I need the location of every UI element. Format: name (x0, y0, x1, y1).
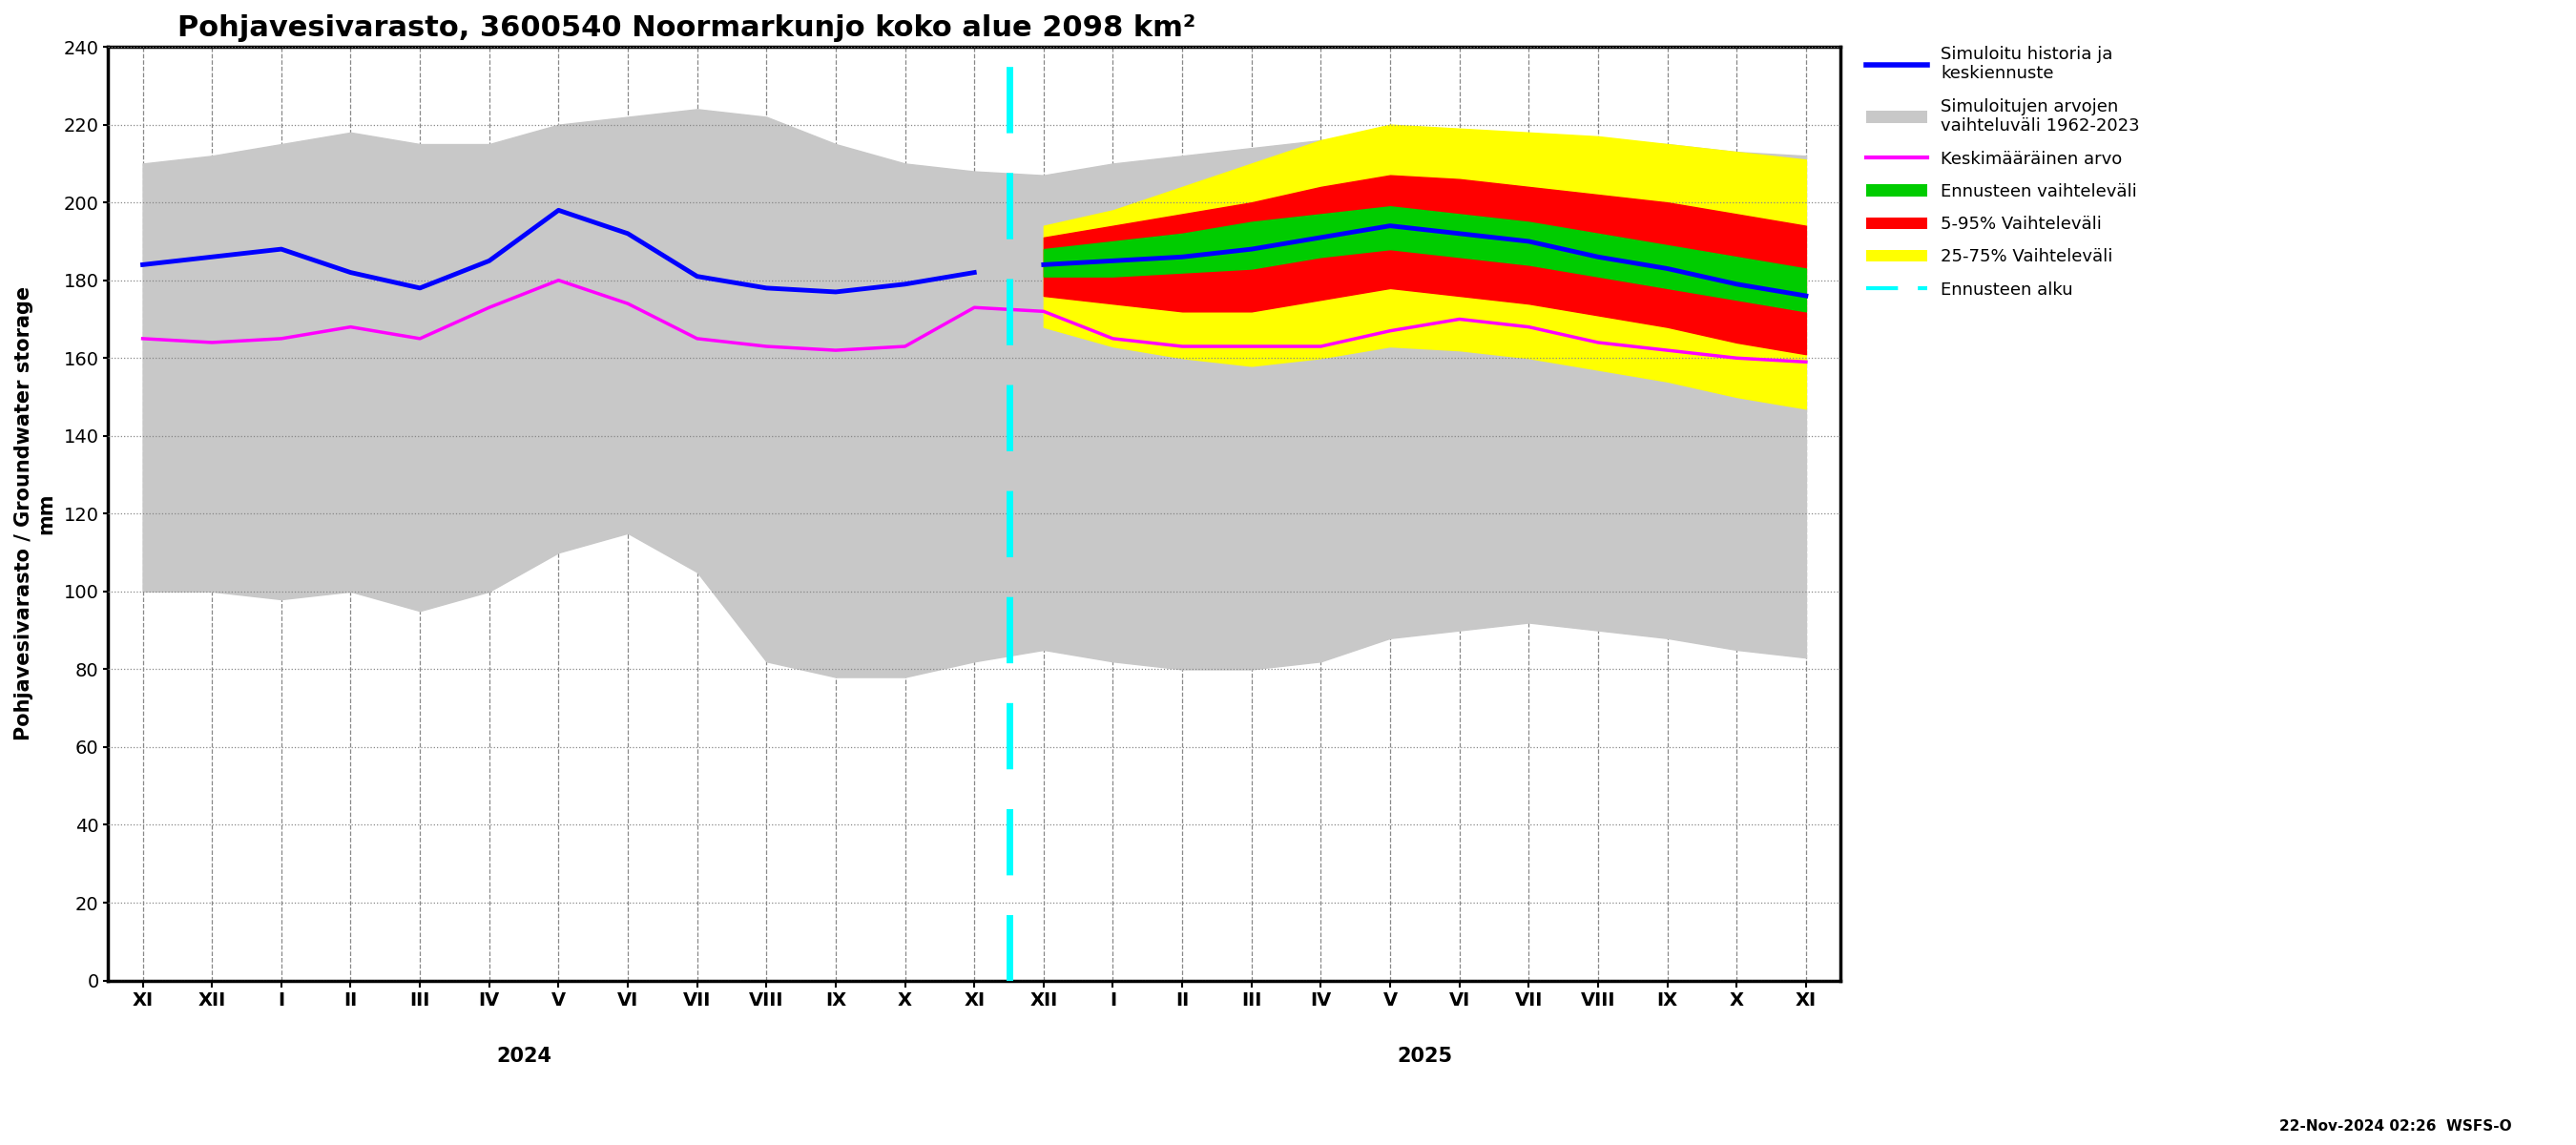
Text: Pohjavesivarasto, 3600540 Noormarkunjo koko alue 2098 km²: Pohjavesivarasto, 3600540 Noormarkunjo k… (178, 14, 1195, 42)
Text: 22-Nov-2024 02:26  WSFS-O: 22-Nov-2024 02:26 WSFS-O (2280, 1120, 2512, 1134)
Legend: Simuloitu historia ja
keskiennuste, Simuloitujen arvojen
vaihteluväli 1962-2023,: Simuloitu historia ja keskiennuste, Simu… (1857, 37, 2148, 307)
Text: 2025: 2025 (1396, 1047, 1453, 1066)
Text: 2024: 2024 (497, 1047, 551, 1066)
Y-axis label: Pohjavesivarasto / Groundwater storage
mm: Pohjavesivarasto / Groundwater storage m… (15, 286, 57, 741)
